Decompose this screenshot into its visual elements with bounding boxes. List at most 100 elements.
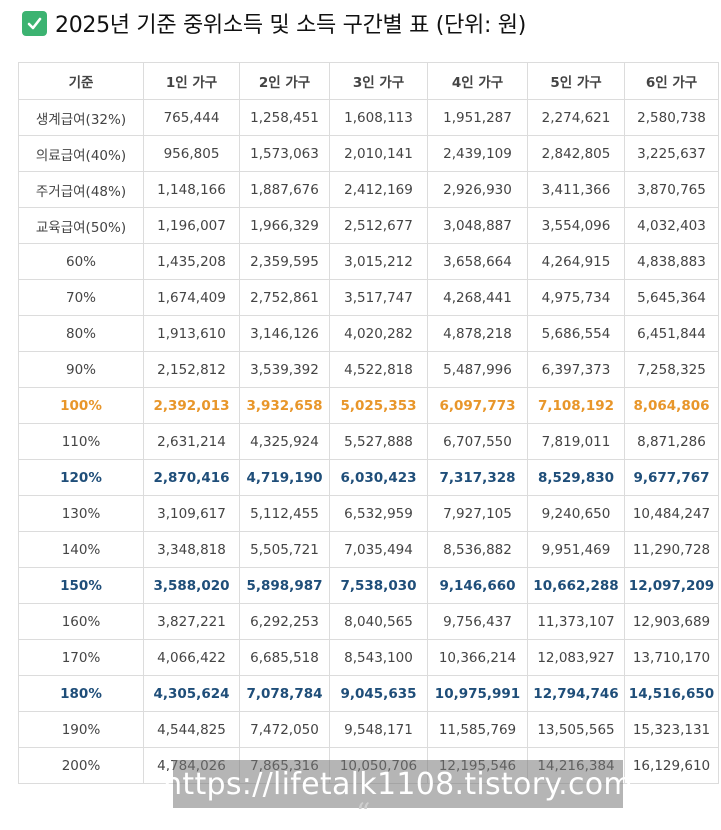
income-cell: 7,927,105 <box>427 495 528 532</box>
income-cell: 7,472,050 <box>239 711 330 748</box>
income-cell: 5,527,888 <box>329 423 428 460</box>
income-cell: 1,435,208 <box>143 243 240 280</box>
check-mark-glyph <box>27 17 42 29</box>
table-body: 생계급여(32%) 765,444 1,258,451 1,608,113 1,951,… <box>18 99 719 784</box>
income-cell: 1,573,063 <box>239 135 330 172</box>
income-cell: 3,225,637 <box>624 135 719 172</box>
income-cell: 6,030,423 <box>329 459 428 496</box>
income-cell: 8,529,830 <box>527 459 625 496</box>
income-cell: 9,045,635 <box>329 675 428 712</box>
income-cell: 7,317,328 <box>427 459 528 496</box>
header-household-1: 1인 가구 <box>143 62 240 100</box>
income-cell: 13,505,565 <box>527 711 625 748</box>
income-cell: 9,677,767 <box>624 459 719 496</box>
income-cell: 6,451,844 <box>624 315 719 352</box>
income-cell: 7,258,325 <box>624 351 719 388</box>
income-cell: 2,274,621 <box>527 99 625 136</box>
income-cell: 2,580,738 <box>624 99 719 136</box>
table-row: 70% 1,674,409 2,752,861 3,517,747 4,268,441 4… <box>18 279 719 316</box>
median-income-table: 기준 1인 가구 2인 가구 3인 가구 4인 가구 5인 가구 6인 가구 생계급여(32… <box>18 62 719 784</box>
income-cell: 6,707,550 <box>427 423 528 460</box>
income-cell: 2,439,109 <box>427 135 528 172</box>
income-cell: 9,756,437 <box>427 603 528 640</box>
income-cell: 2,752,861 <box>239 279 330 316</box>
income-cell: 2,152,812 <box>143 351 240 388</box>
table-row: 110% 2,631,214 4,325,924 5,527,888 6,707,550… <box>18 423 719 460</box>
income-cell: 6,685,518 <box>239 639 330 676</box>
header-row: 기준 1인 가구 2인 가구 3인 가구 4인 가구 5인 가구 6인 가구 <box>18 62 719 100</box>
header-household-6: 6인 가구 <box>624 62 719 100</box>
income-cell: 12,794,746 <box>527 675 625 712</box>
title-row: 2025년 기준 중위소득 및 소득 구간별 표 (단위: 원) <box>22 6 526 40</box>
income-cell: 5,898,987 <box>239 567 330 604</box>
table-row: 120% 2,870,416 4,719,190 6,030,423 7,317,328… <box>18 459 719 496</box>
income-cell: 1,966,329 <box>239 207 330 244</box>
row-label: 110% <box>18 423 144 460</box>
income-cell: 3,554,096 <box>527 207 625 244</box>
table-row: 교육급여(50%) 1,196,007 1,966,329 2,512,677 3,04… <box>18 207 719 244</box>
income-cell: 3,015,212 <box>329 243 428 280</box>
watermark-url: https://lifetalk1108.tistory.com <box>163 766 633 802</box>
table-head: 기준 1인 가구 2인 가구 3인 가구 4인 가구 5인 가구 6인 가구 <box>18 62 719 100</box>
row-label: 70% <box>18 279 144 316</box>
income-cell: 3,827,221 <box>143 603 240 640</box>
table-row: 80% 1,913,610 3,146,126 4,020,282 4,878,218 5… <box>18 315 719 352</box>
income-cell: 4,264,915 <box>527 243 625 280</box>
header-household-3: 3인 가구 <box>329 62 428 100</box>
income-cell: 4,719,190 <box>239 459 330 496</box>
row-label: 교육급여(50%) <box>18 207 144 244</box>
income-cell: 1,258,451 <box>239 99 330 136</box>
income-cell: 2,926,930 <box>427 171 528 208</box>
income-cell: 2,359,595 <box>239 243 330 280</box>
income-cell: 10,975,991 <box>427 675 528 712</box>
page-title: 2025년 기준 중위소득 및 소득 구간별 표 (단위: 원) <box>55 13 526 38</box>
income-cell: 1,674,409 <box>143 279 240 316</box>
income-cell: 8,064,806 <box>624 387 719 424</box>
income-cell: 956,805 <box>143 135 240 172</box>
income-cell: 9,951,469 <box>527 531 625 568</box>
income-cell: 4,020,282 <box>329 315 428 352</box>
row-label: 160% <box>18 603 144 640</box>
income-cell: 3,870,765 <box>624 171 719 208</box>
income-cell: 4,066,422 <box>143 639 240 676</box>
income-cell: 1,951,287 <box>427 99 528 136</box>
header-household-4: 4인 가구 <box>427 62 528 100</box>
income-cell: 4,032,403 <box>624 207 719 244</box>
table-row: 의료급여(40%) 956,805 1,573,063 2,010,141 2,439,… <box>18 135 719 172</box>
income-cell: 4,544,825 <box>143 711 240 748</box>
table-row: 60% 1,435,208 2,359,595 3,015,212 3,658,664 4… <box>18 243 719 280</box>
income-cell: 4,975,734 <box>527 279 625 316</box>
row-label: 200% <box>18 747 144 784</box>
income-cell: 2,392,013 <box>143 387 240 424</box>
income-cell: 4,838,883 <box>624 243 719 280</box>
income-cell: 13,710,170 <box>624 639 719 676</box>
income-cell: 2,512,677 <box>329 207 428 244</box>
income-cell: 2,870,416 <box>143 459 240 496</box>
income-cell: 10,366,214 <box>427 639 528 676</box>
income-cell: 16,129,610 <box>624 747 719 784</box>
income-cell: 7,078,784 <box>239 675 330 712</box>
table-row: 90% 2,152,812 3,539,392 4,522,818 5,487,996 6… <box>18 351 719 388</box>
row-label: 60% <box>18 243 144 280</box>
income-cell: 10,484,247 <box>624 495 719 532</box>
income-cell: 5,645,364 <box>624 279 719 316</box>
income-cell: 3,109,617 <box>143 495 240 532</box>
income-cell: 14,516,650 <box>624 675 719 712</box>
income-cell: 9,240,650 <box>527 495 625 532</box>
income-cell: 6,097,773 <box>427 387 528 424</box>
income-cell: 12,903,689 <box>624 603 719 640</box>
income-cell: 7,035,494 <box>329 531 428 568</box>
income-cell: 6,397,373 <box>527 351 625 388</box>
row-label: 생계급여(32%) <box>18 99 144 136</box>
row-label: 140% <box>18 531 144 568</box>
table-row: 190% 4,544,825 7,472,050 9,548,171 11,585,76… <box>18 711 719 748</box>
table-row: 주거급여(48%) 1,148,166 1,887,676 2,412,169 2,92… <box>18 171 719 208</box>
income-cell: 1,887,676 <box>239 171 330 208</box>
row-label: 170% <box>18 639 144 676</box>
table-row: 130% 3,109,617 5,112,455 6,532,959 7,927,105… <box>18 495 719 532</box>
income-cell: 10,662,288 <box>527 567 625 604</box>
check-icon <box>22 10 47 36</box>
income-cell: 7,819,011 <box>527 423 625 460</box>
income-table-wrapper: 기준 1인 가구 2인 가구 3인 가구 4인 가구 5인 가구 6인 가구 생계급여(32… <box>18 62 719 784</box>
income-cell: 2,842,805 <box>527 135 625 172</box>
